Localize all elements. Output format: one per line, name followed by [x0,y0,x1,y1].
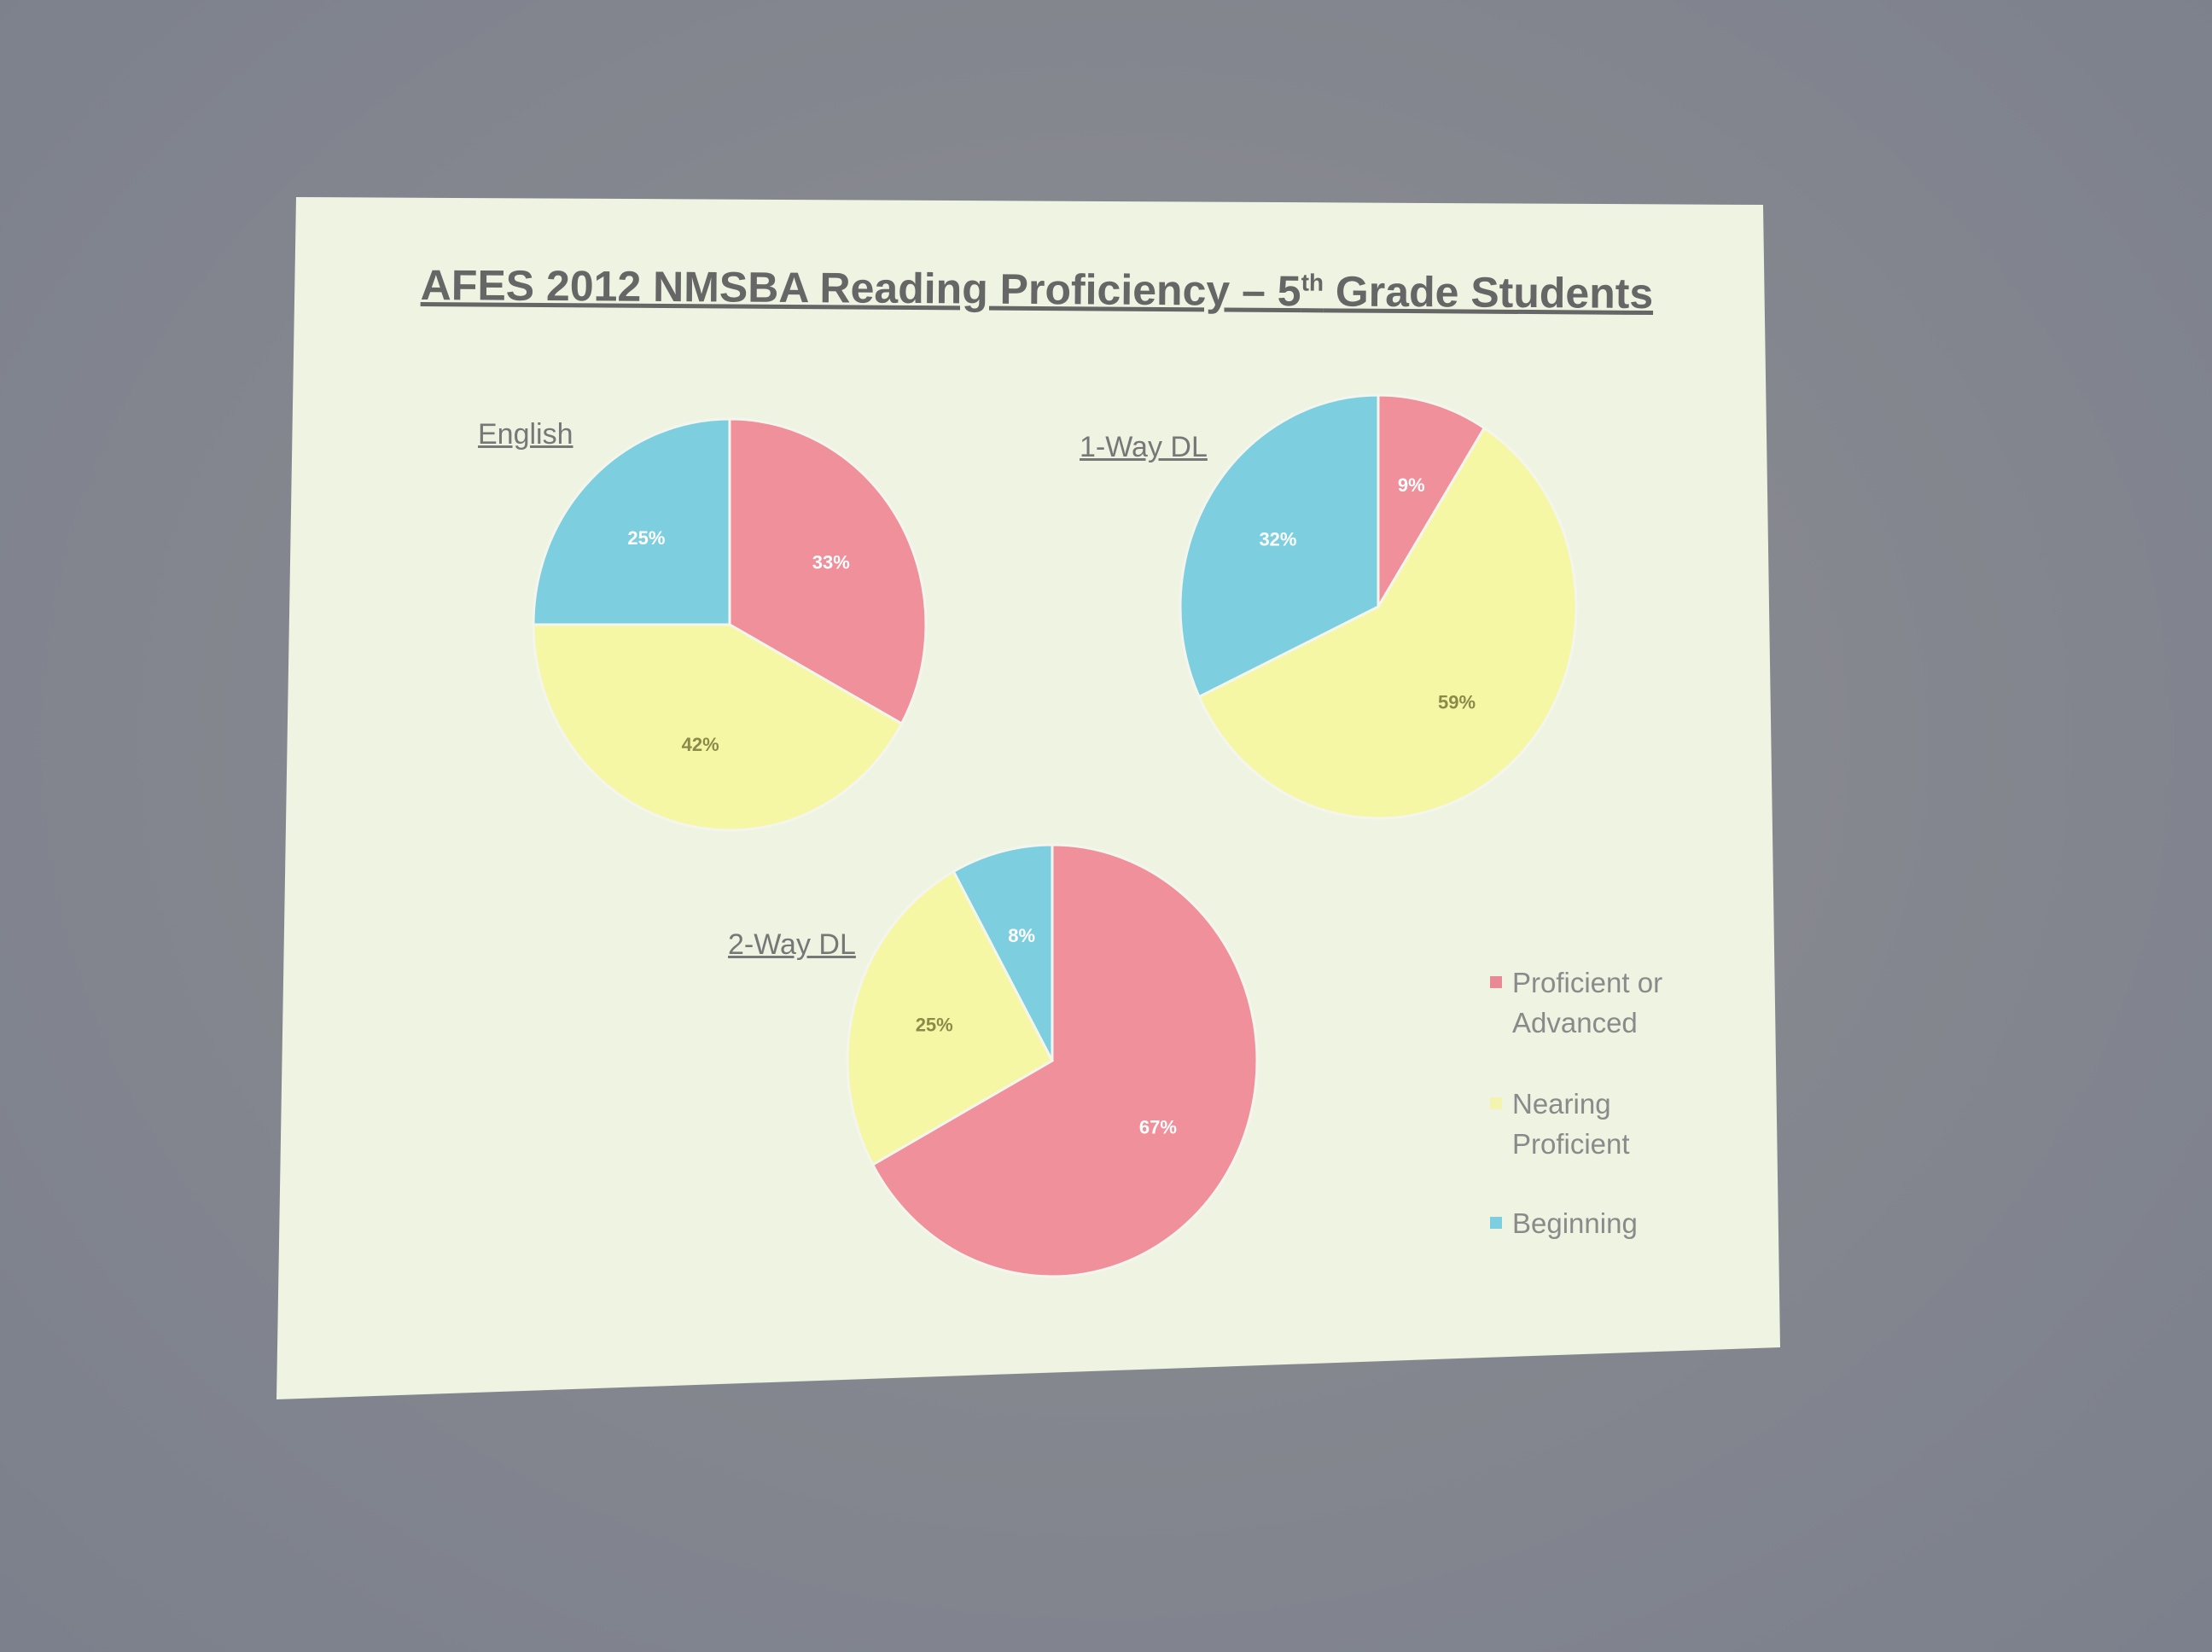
pie-slice-2-way-dl-proficient [870,843,1259,1278]
pie-slice-1-way-dl-nearing [1197,426,1578,820]
pie-chart-2-way-dl: 67% 25% 8% [846,843,1259,1278]
data-label-english-nearing: 42% [682,734,719,755]
data-label-1-way-dl-beginning: 32% [1259,528,1296,550]
legend-text-nearing: Nearing Proficient [1512,1088,1630,1160]
pie-title-1-way-dl: 1-Way DL [1080,431,1208,463]
legend-item-beginning: Beginning [1490,1203,1638,1243]
legend-text-beginning: Beginning [1512,1207,1638,1239]
legend-swatch-beginning [1490,1217,1502,1229]
pie-slice-2-way-dl-beginning [952,843,1054,1062]
legend-text-proficient: Proficient or Advanced [1512,967,1663,1038]
pie-chart-1-way-dl: 9% 59% 32% [1179,393,1578,820]
slide-title: AFES 2012 NMSBA Reading Proficiency – 5t… [420,260,1654,318]
pie-title-english: English [478,418,573,451]
legend-item-nearing: Nearing Proficient [1490,1084,1630,1164]
pie-slice-english-proficient [728,417,928,726]
legend-item-proficient: Proficient or Advanced [1490,963,1662,1043]
pie-slice-2-way-dl-nearing [846,870,1054,1166]
pie-chart-english: 33% 42% 25% [532,417,928,832]
pie-slice-1-way-dl-beginning [1179,393,1380,699]
pie-slice-english-beginning [532,417,731,626]
pie-title-2-way-dl: 2-Way DL [728,928,856,961]
data-label-1-way-dl-nearing: 59% [1438,692,1476,713]
data-label-2-way-dl-nearing: 25% [916,1015,953,1036]
data-label-2-way-dl-beginning: 8% [1008,925,1035,946]
legend-swatch-nearing [1490,1097,1502,1109]
pie-slice-1-way-dl-proficient [1377,393,1487,612]
data-label-english-proficient: 33% [812,551,850,573]
legend-swatch-proficient [1490,976,1502,988]
data-label-english-beginning: 25% [627,527,665,549]
data-label-1-way-dl-proficient: 9% [1398,474,1425,496]
data-label-2-way-dl-proficient: 67% [1139,1116,1177,1137]
pie-slice-english-nearing [532,623,904,832]
